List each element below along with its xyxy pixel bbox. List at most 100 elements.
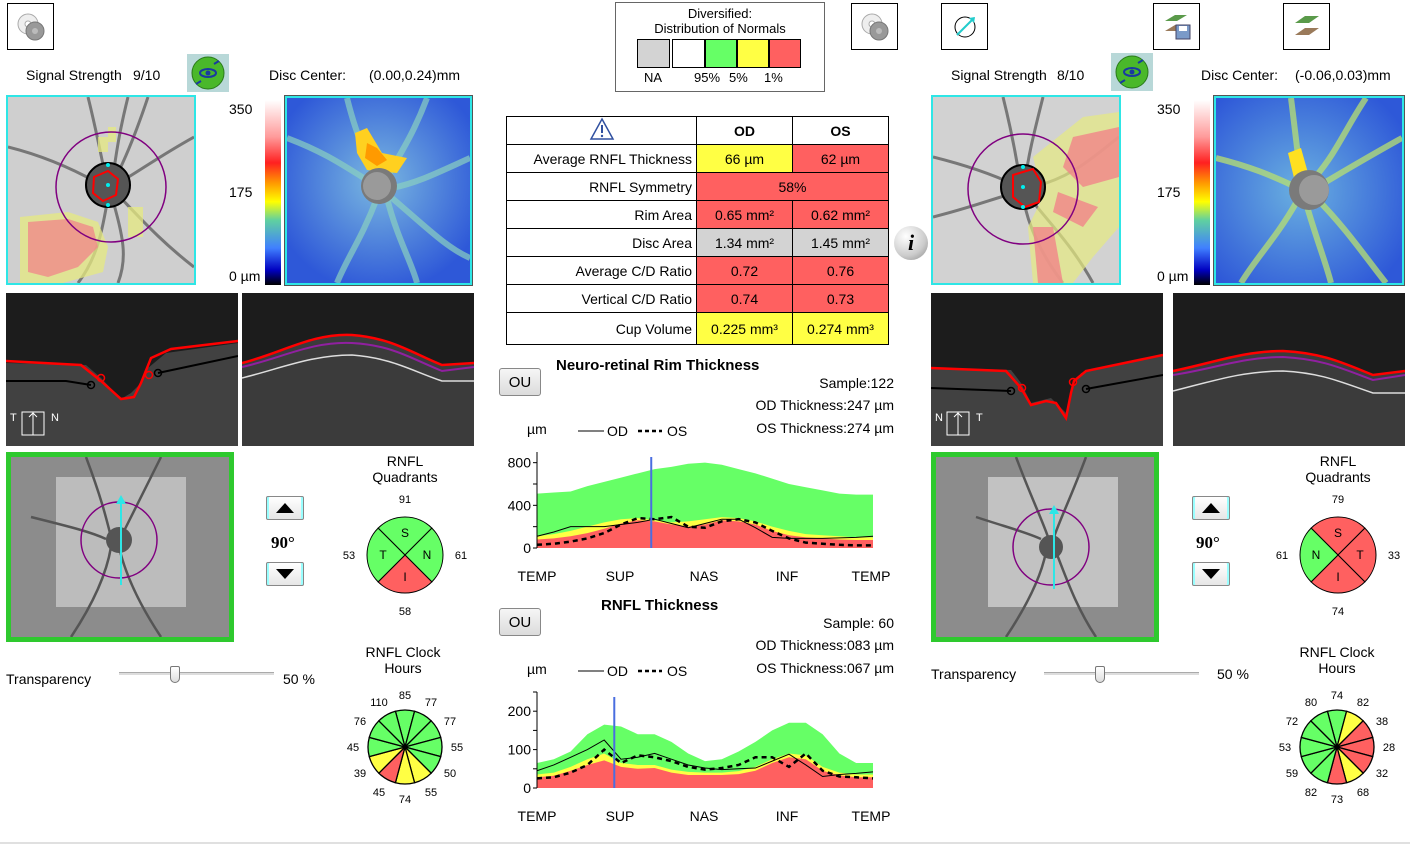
os-disc-bscan[interactable]: N T [931, 293, 1163, 446]
quadrant-S [1310, 516, 1366, 556]
od-rnfl-thickness-map[interactable] [284, 95, 473, 286]
legend-label-na: NA [644, 70, 663, 85]
quadrant-label-I: I [1336, 570, 1339, 584]
rim-sample: Sample:122 [819, 375, 894, 391]
os-transparency-slider[interactable] [1044, 672, 1199, 675]
row-label: Average RNFL Thickness [506, 144, 697, 173]
measure-button[interactable] [941, 3, 988, 50]
quadrant-label-N: N [1312, 548, 1321, 562]
od-scan-up-button[interactable] [266, 496, 304, 520]
rim-ylabel: µm [527, 421, 547, 437]
od-scan-angle: 90° [271, 533, 295, 552]
y-tick-label: 0 [523, 540, 531, 556]
os-signal-strength-value: 8/10 [1057, 67, 1085, 83]
clock-center [402, 744, 408, 750]
od-value: 1.34 mm² [696, 228, 793, 257]
band-red [537, 520, 873, 548]
od-scan-down-button[interactable] [266, 562, 304, 586]
legend-label-95: 95% [694, 70, 721, 85]
clock-value: 77 [425, 697, 437, 709]
clock-value: 72 [1286, 716, 1298, 728]
legend-label-5: 5% [729, 70, 748, 85]
quadrant-label-I: I [403, 570, 406, 584]
legend-label-1: 1% [764, 70, 783, 85]
od-signal-strength-label: Signal Strength [26, 67, 122, 83]
od-colorbar-max: 350 [229, 101, 253, 117]
clock-sector [377, 710, 407, 750]
quadrant-S [377, 516, 433, 556]
save-layers-button[interactable] [1153, 3, 1200, 50]
rim-od-thickness: OD Thickness:247 µm [755, 397, 894, 413]
od-colorbar-min: 0 µm [229, 268, 261, 284]
x-tick-label: INF [776, 808, 799, 824]
save-layers-icon [1164, 14, 1190, 39]
os-rnfl-thickness-map[interactable] [1213, 95, 1405, 286]
clock-value: 38 [1376, 716, 1388, 728]
os-clock-title: RNFL Clock Hours [1292, 644, 1382, 676]
od-eye-toggle-button[interactable] [187, 54, 229, 92]
od-circle-bscan[interactable] [242, 293, 474, 446]
os-value: 0.62 mm² [792, 200, 889, 229]
od-disc-bscan[interactable]: T N [6, 293, 238, 446]
rnfl-ou-button[interactable]: OU [499, 608, 541, 636]
info-button[interactable]: i [894, 226, 928, 260]
od-value: 0.72 [696, 256, 793, 285]
circle-measure-icon [954, 16, 975, 37]
os-transparency-slider-thumb[interactable] [1094, 666, 1105, 683]
os-scan-down-button[interactable] [1192, 562, 1230, 586]
os-colorbar-max: 350 [1157, 101, 1181, 117]
od-value: 0.225 mm³ [696, 312, 793, 345]
od-transparency-slider-thumb[interactable] [169, 666, 180, 683]
info-icon: i [907, 230, 915, 255]
od-disc-center-label: Disc Center: [269, 67, 347, 83]
od-clock-title: RNFL Clock Hours [358, 644, 448, 676]
os-bscan-orient-right: T [976, 412, 983, 424]
os-eye-toggle-button[interactable] [1111, 53, 1153, 91]
legend-swatch-green [705, 39, 737, 68]
header-os: OS [792, 116, 889, 145]
os-slo-image[interactable] [931, 452, 1159, 642]
cd-disc-button[interactable] [7, 3, 54, 50]
eye-swap-icon [1115, 55, 1149, 89]
od-circle-bscan-image [242, 293, 474, 446]
quadrant-N [404, 527, 444, 583]
os-quadrants-title-1: RNFL [1319, 453, 1357, 469]
quadrant-value-N: 61 [1276, 550, 1288, 562]
cd-disc-button-os[interactable] [851, 3, 898, 50]
table-row: Cup Volume 0.225 mm³ 0.274 mm³ [506, 312, 889, 345]
os-value: 62 µm [792, 144, 889, 173]
od-transparency-slider[interactable] [119, 672, 274, 675]
os-scan-up-button[interactable] [1192, 496, 1230, 520]
clock-value: 82 [1357, 697, 1369, 709]
od-value: 66 µm [696, 144, 793, 173]
os-thickness-colorbar [1194, 100, 1210, 285]
clock-value: 77 [444, 716, 456, 728]
clock-value: 82 [1305, 787, 1317, 799]
disc-icon [861, 13, 888, 40]
od-value: 0.74 [696, 284, 793, 313]
od-thickness-heatmap-image [287, 98, 470, 283]
eye-swap-icon [191, 56, 225, 90]
quadrant-I [377, 554, 433, 594]
os-fundus-deviation-map[interactable] [931, 95, 1121, 285]
rim-legend-os-line [638, 429, 662, 433]
clock-value: 110 [370, 697, 388, 709]
od-fundus-deviation-map[interactable] [6, 95, 196, 285]
rnfl-legend-od: OD [607, 663, 628, 679]
quadrant-label-S: S [1334, 526, 1342, 540]
od-quadrants-title: RNFL Quadrants [360, 453, 450, 485]
y-tick-label: 200 [508, 703, 532, 719]
bottom-divider [0, 842, 1410, 844]
os-circle-bscan[interactable] [1173, 293, 1405, 446]
os-scan-angle: 90° [1196, 533, 1220, 552]
layers-button[interactable] [1283, 3, 1330, 50]
od-slo-image[interactable] [6, 452, 234, 642]
legend-title-1: Diversified: [687, 6, 753, 21]
table-row: Average RNFL Thickness 66 µm 62 µm [506, 144, 889, 173]
quadrant-value-I: 58 [399, 606, 411, 618]
rim-thickness-chart: 0 400 800 TEMP SUP NAS INF TEMP [508, 452, 890, 584]
rim-legend-od: OD [607, 423, 628, 439]
band-red [537, 757, 873, 788]
rim-ou-button[interactable]: OU [499, 368, 541, 396]
clock-value: 45 [373, 787, 385, 799]
